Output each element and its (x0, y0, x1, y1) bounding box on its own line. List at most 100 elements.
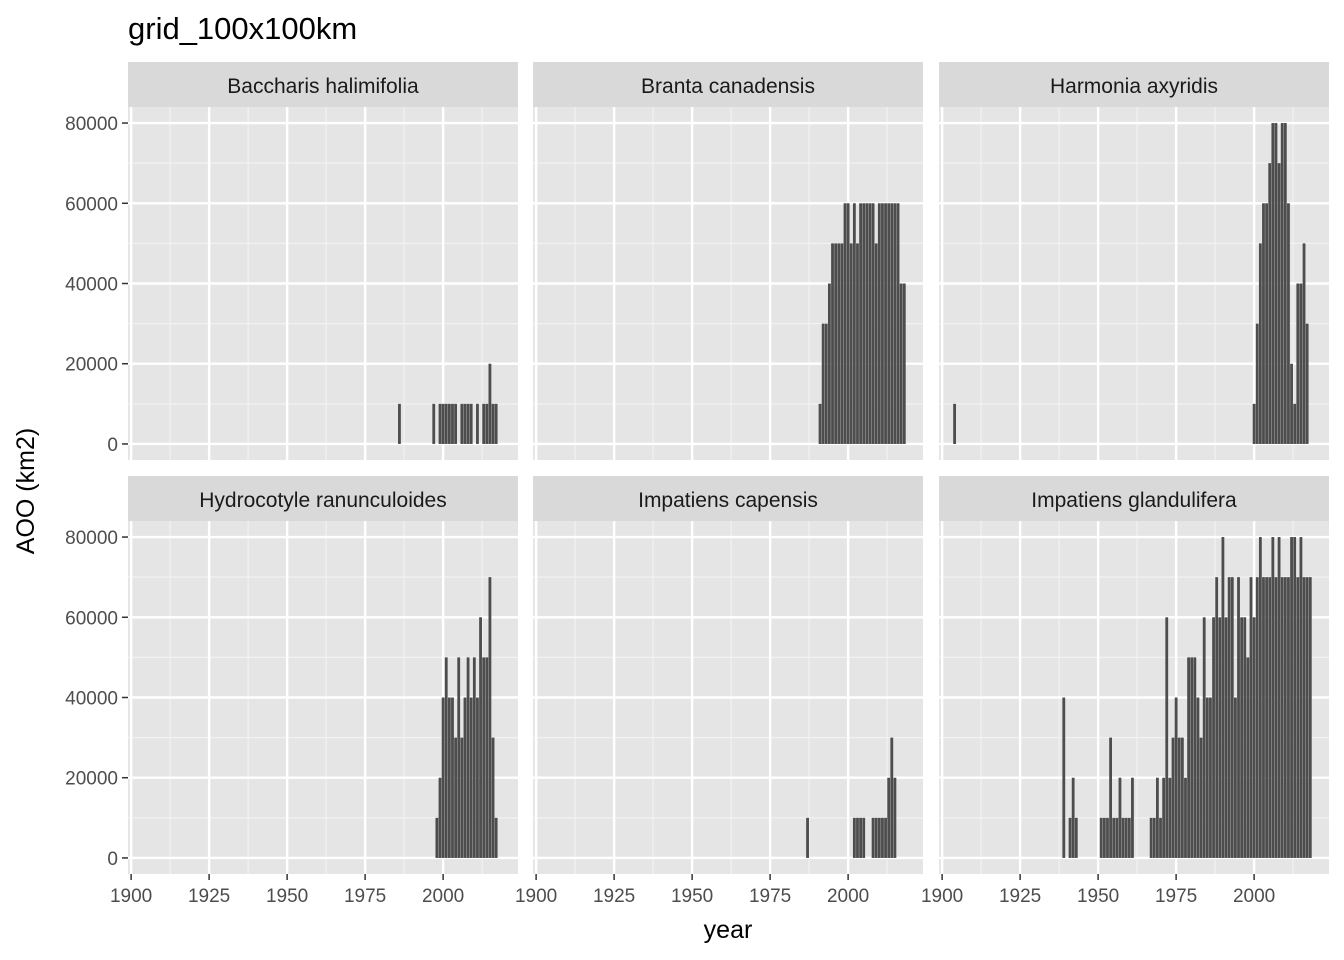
bar (1290, 537, 1293, 858)
bar (460, 403, 464, 444)
bar (1280, 577, 1284, 858)
bar (1262, 203, 1265, 444)
bar (893, 203, 897, 444)
bar (1177, 737, 1181, 858)
bar (1102, 817, 1106, 858)
facet-panel: Branta canadensis (533, 62, 923, 460)
bar (476, 403, 479, 444)
bar (482, 403, 486, 444)
bar (1262, 577, 1265, 858)
bar (485, 403, 489, 444)
bar (1121, 817, 1125, 858)
bar (846, 203, 850, 444)
bar (1255, 577, 1259, 858)
bar (859, 203, 863, 444)
y-tick-label: 80000 (65, 114, 118, 135)
x-tick-label: 1900 (110, 886, 152, 907)
bar (852, 817, 856, 858)
bar (1131, 777, 1134, 858)
facet-strip (128, 476, 518, 521)
facet-strip-label: Branta canadensis (641, 75, 815, 98)
bar (856, 817, 859, 858)
bar (1237, 577, 1240, 858)
bar (1190, 657, 1194, 858)
bar (1249, 577, 1253, 858)
bar (444, 403, 448, 444)
y-tick-label: 40000 (65, 689, 118, 710)
y-tick-label: 60000 (65, 608, 118, 629)
bar (1274, 123, 1278, 444)
bar (463, 403, 467, 444)
y-tick-label: 60000 (65, 194, 118, 215)
bar (1277, 537, 1281, 858)
bar (1287, 577, 1290, 858)
bar (1305, 323, 1309, 444)
bar (1109, 737, 1113, 858)
bar (469, 697, 473, 858)
bar (1149, 817, 1153, 858)
bar (1293, 403, 1297, 444)
bar (871, 817, 875, 858)
bar (1099, 817, 1103, 858)
bar (1287, 203, 1290, 444)
bar (1115, 817, 1119, 858)
bar (1271, 123, 1275, 444)
bar (1299, 283, 1303, 444)
bar (1243, 617, 1247, 858)
bar (451, 697, 454, 858)
facet-strip (128, 62, 518, 107)
bar (874, 243, 878, 444)
bar (881, 203, 884, 444)
x-tick-label: 1900 (921, 886, 963, 907)
bar (1290, 363, 1293, 444)
bar (837, 243, 841, 444)
facet-strip-label: Baccharis halimifolia (227, 75, 419, 98)
y-tick-label: 20000 (65, 769, 118, 790)
bar (444, 657, 448, 858)
bar (1240, 617, 1244, 858)
bar (890, 737, 894, 858)
bar (491, 737, 495, 858)
bar (1205, 697, 1209, 858)
facet-strip (533, 476, 923, 521)
bar (1174, 697, 1178, 858)
bar (887, 777, 891, 858)
bar (1106, 817, 1109, 858)
bar (806, 817, 809, 858)
bar (1215, 577, 1219, 858)
x-tick-label: 1925 (593, 886, 635, 907)
bar (457, 657, 461, 858)
bar (466, 657, 470, 858)
bar (1162, 777, 1166, 858)
bar (1233, 697, 1237, 858)
bar (494, 817, 498, 858)
bar (466, 403, 470, 444)
bar (441, 403, 445, 444)
bar (1255, 323, 1259, 444)
bar (1193, 657, 1197, 858)
bar (862, 203, 866, 444)
bar (1165, 617, 1169, 858)
facet-strip (939, 62, 1329, 107)
bar (1224, 617, 1228, 858)
bar (862, 817, 866, 858)
y-axis-title: AOO (km2) (12, 428, 40, 554)
bar (1227, 577, 1231, 858)
facet-panel: Harmonia axyridis (939, 62, 1329, 460)
bar (1277, 163, 1281, 444)
bar (1068, 817, 1072, 858)
bar (1283, 577, 1287, 858)
bar (488, 577, 492, 858)
bar (1118, 777, 1122, 858)
bar (843, 203, 847, 444)
bar (849, 243, 853, 444)
y-tick-label: 0 (107, 435, 118, 456)
x-tick-label: 1950 (671, 886, 713, 907)
bar (824, 323, 828, 444)
x-tick-label: 1975 (344, 886, 386, 907)
x-tick-label: 1900 (515, 886, 557, 907)
x-tick-label: 1975 (749, 886, 791, 907)
facet-strip-label: Harmonia axyridis (1050, 75, 1218, 98)
bar (1074, 817, 1078, 858)
